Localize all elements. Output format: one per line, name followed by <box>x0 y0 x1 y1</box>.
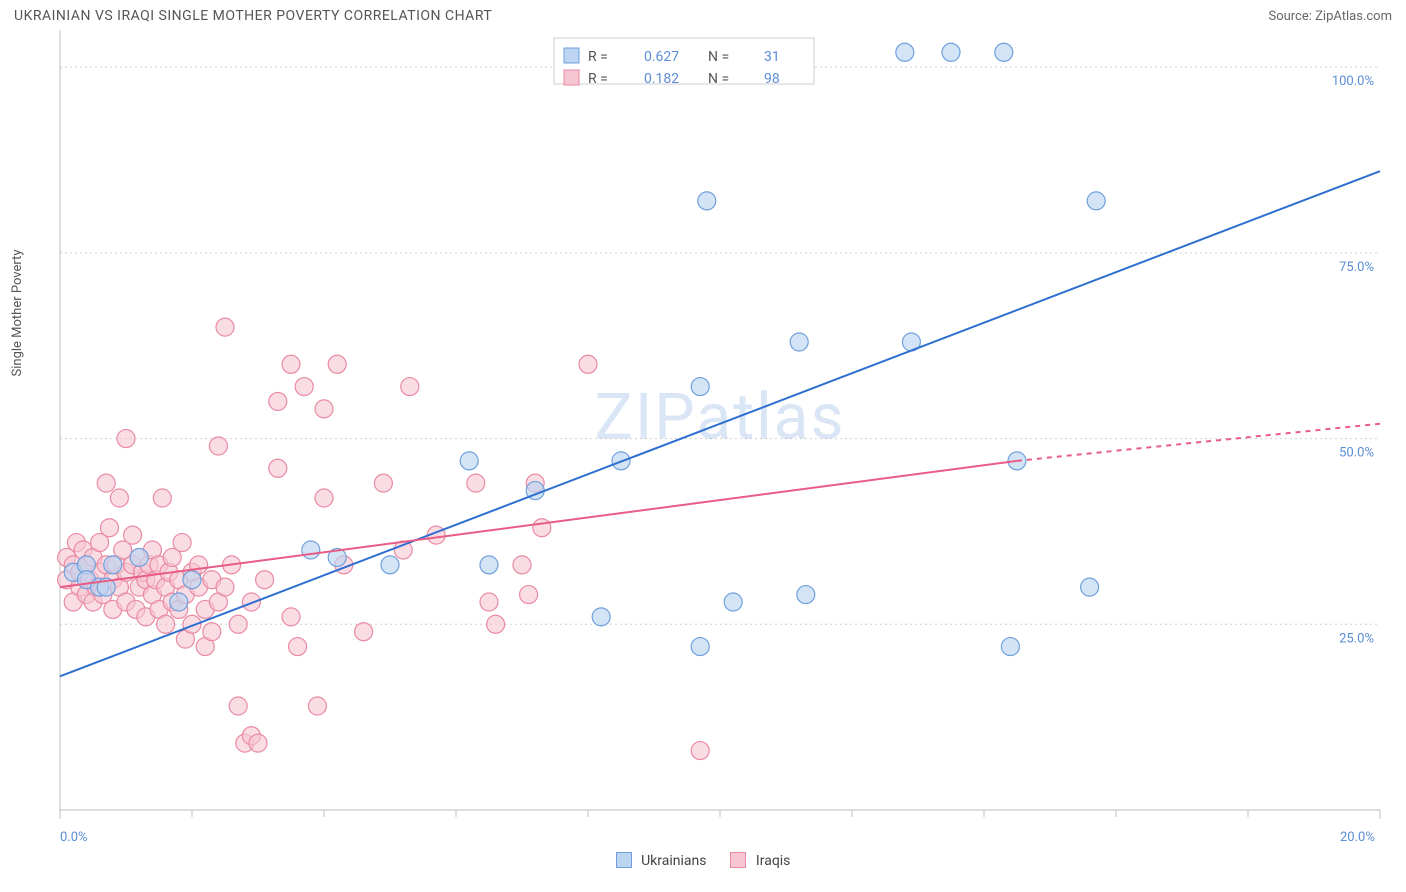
svg-text:R =: R = <box>588 49 608 65</box>
legend-bottom: Ukrainians Iraqis <box>0 852 1406 869</box>
svg-text:0.627: 0.627 <box>644 49 679 65</box>
svg-text:31: 31 <box>764 49 780 65</box>
x-tick-label: 20.0% <box>1340 830 1375 845</box>
header: UKRAINIAN VS IRAQI SINGLE MOTHER POVERTY… <box>0 0 1406 30</box>
svg-text:R =: R = <box>588 71 608 87</box>
svg-text:50.0%: 50.0% <box>1339 446 1374 461</box>
y-axis-label: Single Mother Poverty <box>10 249 25 376</box>
svg-text:N =: N = <box>708 49 729 65</box>
source-label: Source: ZipAtlas.com <box>1268 9 1392 24</box>
svg-text:75.0%: 75.0% <box>1339 260 1374 275</box>
legend-item: Iraqis <box>730 852 790 869</box>
svg-text:0.182: 0.182 <box>644 71 679 87</box>
scatter-chart: 25.0%50.0%75.0%100.0%ZIPatlasR =0.627N =… <box>14 30 1392 830</box>
x-tick-label: 0.0% <box>60 830 88 845</box>
legend-item: Ukrainians <box>616 852 707 869</box>
x-axis-labels: 0.0% 20.0% <box>14 830 1392 850</box>
svg-text:N =: N = <box>708 71 729 87</box>
svg-text:25.0%: 25.0% <box>1339 631 1374 646</box>
chart-container: Single Mother Poverty 25.0%50.0%75.0%100… <box>14 30 1392 850</box>
legend-swatch-icon <box>616 852 632 868</box>
svg-text:100.0%: 100.0% <box>1332 74 1374 89</box>
legend-label: Ukrainians <box>641 853 706 869</box>
svg-text:98: 98 <box>764 71 780 87</box>
legend-label: Iraqis <box>756 853 790 869</box>
legend-swatch-icon <box>730 852 746 868</box>
chart-title: UKRAINIAN VS IRAQI SINGLE MOTHER POVERTY… <box>14 8 492 24</box>
